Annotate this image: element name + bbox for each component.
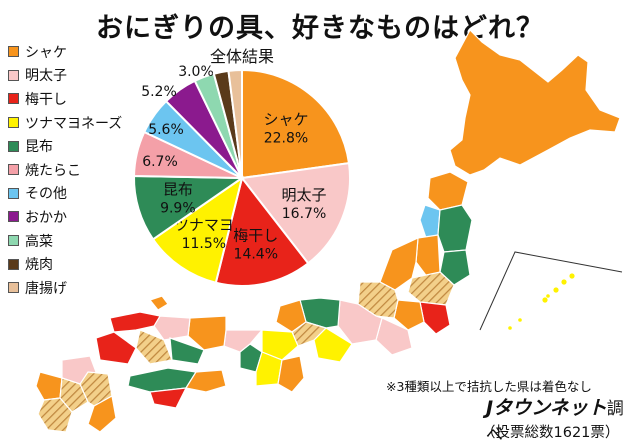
prefecture-region xyxy=(439,249,471,286)
legend-swatch xyxy=(8,187,19,199)
pie-slice xyxy=(151,175,244,284)
slice-label: ツナマヨ xyxy=(174,216,234,234)
pie-slice xyxy=(227,68,243,179)
prefecture-region xyxy=(449,29,621,176)
pie-slice xyxy=(241,68,351,180)
slice-label: 明太子 xyxy=(282,186,327,204)
prefecture-region xyxy=(415,234,441,279)
legend-item: 焼肉 xyxy=(8,252,148,276)
legend-swatch xyxy=(8,117,19,129)
slice-value-label: 9.9% xyxy=(160,200,196,216)
legend-label: 唐揚げ xyxy=(25,280,67,297)
legend-item: その他 xyxy=(8,182,148,206)
brand-suffix: 調べ xyxy=(486,399,624,445)
prefecture-region xyxy=(187,315,227,351)
legend-label: 高菜 xyxy=(25,233,53,250)
prefecture-region xyxy=(109,311,161,333)
legend-label: おかか xyxy=(25,209,67,226)
slice-label: 昆布 xyxy=(163,180,193,198)
legend-label: 明太子 xyxy=(25,68,67,85)
prefecture-region xyxy=(337,299,383,345)
prefecture-region xyxy=(437,204,473,253)
prefecture-region xyxy=(185,369,227,393)
brand-name: Jタウンネット xyxy=(486,397,607,419)
legend-item: おかか xyxy=(8,205,148,229)
legend-item: 焼たらこ xyxy=(8,158,148,182)
legend-swatch xyxy=(8,258,19,270)
slice-value-label: 22.8% xyxy=(264,130,308,146)
prefecture-region xyxy=(261,329,299,361)
prefecture-region xyxy=(427,171,469,211)
inset-frame xyxy=(479,251,623,331)
prefecture-region xyxy=(153,315,191,341)
legend-item: 明太子 xyxy=(8,64,148,88)
brand-logo: Jタウンネット調べ xyxy=(486,393,640,445)
slice-value-label: 5.6% xyxy=(148,122,184,138)
slice-value-label: 5.2% xyxy=(141,84,177,100)
prefecture-region xyxy=(149,387,188,409)
slice-value-label: 14.4% xyxy=(234,247,278,263)
legend-item: 唐揚げ xyxy=(8,276,148,300)
prefecture-region xyxy=(148,295,169,311)
legend-label: 焼肉 xyxy=(25,257,53,274)
legend: シャケ明太子梅干しツナマヨネーズ 昆布焼たらこその他おかか高菜焼肉唐揚げ xyxy=(8,40,148,300)
okinawa-island xyxy=(553,287,559,293)
prefecture-region xyxy=(277,355,305,393)
legend-item: シャケ xyxy=(8,40,148,64)
prefecture-region xyxy=(419,204,441,239)
slice-label: 梅干し xyxy=(233,227,278,245)
okinawa-island xyxy=(518,318,522,322)
legend-item: 昆布 xyxy=(8,134,148,158)
legend-swatch xyxy=(8,282,19,294)
okinawa-island xyxy=(542,297,548,303)
legend-swatch xyxy=(8,93,19,105)
japan-map xyxy=(35,29,623,433)
pie-slice xyxy=(214,175,310,287)
pie-slice xyxy=(240,161,351,265)
vote-count: （投票総数1621票） xyxy=(481,425,620,441)
prefecture-region xyxy=(135,329,173,365)
pie-title: 全体結果 xyxy=(210,47,274,66)
okinawa-island xyxy=(546,294,550,298)
legend-swatch xyxy=(8,211,19,223)
legend-label: ツナマヨネーズ xyxy=(25,115,123,132)
legend-item: 高菜 xyxy=(8,229,148,253)
okinawa-island xyxy=(561,279,567,285)
legend-swatch xyxy=(8,140,19,152)
prefecture-region xyxy=(419,301,451,335)
prefecture-region xyxy=(291,321,328,347)
prefecture-region xyxy=(35,371,63,401)
slice-value-label: 6.7% xyxy=(142,154,178,170)
slice-value-label: 3.0% xyxy=(178,64,214,80)
slice-value-label: 16.7% xyxy=(282,206,326,222)
okinawa-island xyxy=(569,273,575,279)
legend-label: その他 xyxy=(25,186,67,203)
legend-label: 梅干し xyxy=(25,91,67,108)
okinawa-island xyxy=(508,326,512,330)
legend-swatch xyxy=(8,69,19,81)
slice-value-label: 11.5% xyxy=(182,236,226,252)
prefecture-region xyxy=(255,351,283,387)
legend-label: 昆布 xyxy=(25,139,53,156)
legend-swatch xyxy=(8,46,19,58)
legend-item: 梅干し xyxy=(8,87,148,111)
legend-swatch xyxy=(8,164,19,176)
prefecture-region xyxy=(95,331,137,365)
footnote: ※3種類以上で拮抗した県は着色なし xyxy=(386,379,592,394)
legend-label: シャケ xyxy=(25,44,67,61)
prefecture-region xyxy=(37,397,73,433)
legend-label: 焼たらこ xyxy=(25,162,81,179)
legend-item: ツナマヨネーズ xyxy=(8,111,148,135)
legend-swatch xyxy=(8,235,19,247)
slice-label: シャケ xyxy=(263,110,308,128)
prefecture-region xyxy=(169,337,205,365)
prefecture-region xyxy=(87,395,117,433)
